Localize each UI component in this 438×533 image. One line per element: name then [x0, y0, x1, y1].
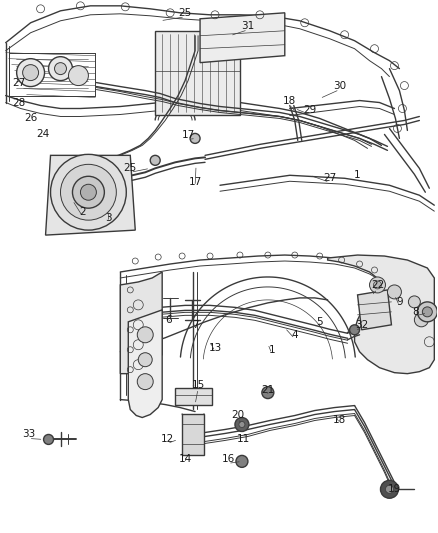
Circle shape — [370, 277, 385, 293]
Text: 16: 16 — [221, 455, 235, 464]
Text: 17: 17 — [188, 177, 202, 187]
Text: 19: 19 — [388, 484, 401, 494]
Text: 20: 20 — [231, 409, 244, 419]
Polygon shape — [200, 13, 285, 63]
Text: 11: 11 — [237, 434, 251, 445]
Polygon shape — [128, 310, 162, 417]
Text: 24: 24 — [36, 130, 49, 140]
Circle shape — [388, 285, 401, 299]
Text: 2: 2 — [79, 207, 86, 217]
Circle shape — [138, 353, 152, 367]
Text: 30: 30 — [333, 80, 346, 91]
Text: 29: 29 — [303, 106, 316, 116]
Circle shape — [190, 133, 200, 143]
Circle shape — [68, 66, 88, 86]
Text: 9: 9 — [396, 297, 403, 307]
Text: 15: 15 — [191, 379, 205, 390]
Text: 17: 17 — [181, 131, 195, 140]
Text: 1: 1 — [268, 345, 275, 355]
Circle shape — [137, 327, 153, 343]
Text: 3: 3 — [105, 213, 112, 223]
Circle shape — [235, 417, 249, 432]
Circle shape — [150, 155, 160, 165]
Circle shape — [408, 296, 420, 308]
Text: 4: 4 — [291, 330, 298, 340]
Text: 27: 27 — [12, 78, 25, 87]
Text: 18: 18 — [283, 95, 297, 106]
Text: 12: 12 — [161, 434, 174, 445]
Text: 7: 7 — [192, 320, 198, 330]
Polygon shape — [182, 414, 204, 455]
Circle shape — [239, 422, 245, 427]
Circle shape — [414, 313, 428, 327]
Circle shape — [43, 434, 53, 445]
Text: 8: 8 — [412, 307, 419, 317]
Text: 1: 1 — [354, 170, 361, 180]
Text: 13: 13 — [208, 343, 222, 353]
Circle shape — [262, 386, 274, 399]
Circle shape — [137, 374, 153, 390]
Circle shape — [417, 302, 437, 322]
Text: 14: 14 — [178, 455, 192, 464]
Text: 33: 33 — [22, 430, 35, 440]
Circle shape — [81, 184, 96, 200]
Text: 25: 25 — [178, 8, 192, 18]
Circle shape — [49, 56, 72, 80]
Circle shape — [381, 480, 399, 498]
Text: 6: 6 — [165, 315, 171, 325]
Circle shape — [374, 281, 381, 289]
Circle shape — [422, 307, 432, 317]
Text: 32: 32 — [355, 320, 368, 330]
Text: 27: 27 — [323, 173, 336, 183]
Circle shape — [23, 64, 39, 80]
Circle shape — [50, 155, 126, 230]
Circle shape — [385, 486, 393, 493]
Text: 31: 31 — [241, 21, 254, 31]
Text: 28: 28 — [12, 98, 25, 108]
Text: 21: 21 — [261, 385, 275, 394]
Polygon shape — [175, 387, 212, 405]
Circle shape — [17, 59, 45, 86]
Circle shape — [60, 164, 117, 220]
Polygon shape — [328, 255, 434, 374]
Polygon shape — [155, 31, 240, 116]
Circle shape — [236, 455, 248, 467]
Circle shape — [54, 63, 67, 75]
Text: 5: 5 — [316, 317, 323, 327]
Text: 18: 18 — [333, 415, 346, 424]
Circle shape — [72, 176, 104, 208]
Circle shape — [350, 325, 360, 335]
Text: 25: 25 — [124, 163, 137, 173]
Polygon shape — [120, 272, 162, 374]
Polygon shape — [357, 290, 392, 330]
Polygon shape — [46, 155, 135, 235]
Text: 26: 26 — [24, 114, 37, 124]
Text: 22: 22 — [371, 280, 384, 290]
